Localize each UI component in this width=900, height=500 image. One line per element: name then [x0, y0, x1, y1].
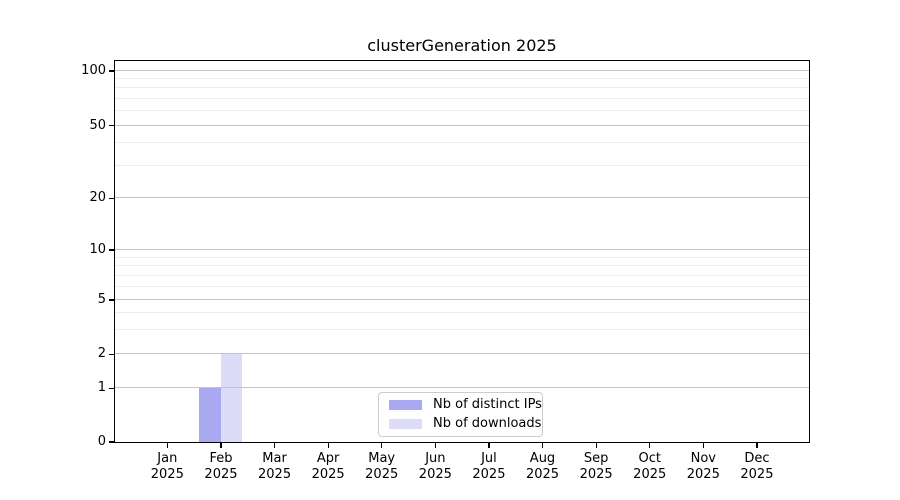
plot-area: 0 1 2 5 10 20 50 100 Jan 2025 Feb 2025 Mar 2025 Apr 20…	[81, 60, 810, 482]
legend-swatch	[389, 419, 422, 429]
x-tick-mark	[595, 443, 597, 448]
x-tick-year: 2025	[258, 467, 292, 482]
grid-layer	[115, 61, 809, 442]
x-tick-month: Jun	[425, 451, 446, 466]
major-gridline	[115, 298, 809, 300]
y-tick-mark	[109, 125, 114, 127]
minor-gridline	[115, 98, 809, 100]
x-tick-year: 2025	[418, 467, 452, 482]
x-tick-month: Dec	[744, 451, 770, 466]
legend-item: Nb of distinct IPs	[389, 397, 542, 413]
y-tick-mark	[109, 197, 114, 199]
y-tick-label: 1	[97, 380, 106, 396]
x-tick-year: 2025	[472, 467, 506, 482]
y-tick-label: 2	[97, 346, 106, 362]
x-tick-mark	[273, 443, 276, 448]
x-tick-mark	[381, 443, 383, 448]
legend-item: Nb of downloads	[389, 416, 542, 432]
x-tick-label: Feb 2025	[204, 451, 237, 483]
x-tick-year: 2025	[686, 467, 720, 482]
x-tick-month: Nov	[690, 451, 716, 466]
legend-label: Nb of downloads	[433, 416, 542, 431]
x-tick-label: Dec 2025	[740, 451, 773, 483]
x-tick-mark	[434, 443, 436, 448]
minor-gridline	[115, 78, 809, 80]
x-tick-label: May 2025	[365, 451, 398, 483]
major-gridline	[115, 353, 809, 355]
legend: Nb of distinct IPs Nb of downloads	[378, 392, 543, 437]
y-tick-label: 50	[89, 117, 106, 133]
x-tick-year: 2025	[525, 467, 560, 482]
x-tick-mark	[488, 443, 490, 448]
minor-gridline	[115, 312, 809, 314]
bar-distinct-ips	[199, 388, 221, 442]
x-tick-year: 2025	[633, 467, 667, 482]
major-gridline	[115, 197, 809, 199]
legend-label: Nb of distinct IPs	[433, 397, 542, 412]
x-axis: Jan 2025 Feb 2025 Mar 2025 Apr 2025 May 2025 Jun 20…	[115, 61, 809, 482]
y-tick-mark	[109, 299, 114, 301]
y-axis: 0 1 2 5 10 20 50 100	[81, 61, 809, 449]
y-tick-mark	[109, 387, 114, 389]
y-tick-mark	[109, 441, 114, 443]
y-tick-label: 10	[89, 241, 106, 257]
x-tick-mark	[327, 443, 329, 448]
minor-gridline	[115, 110, 809, 112]
x-tick-month: Mar	[262, 451, 287, 466]
legend-swatch	[389, 400, 422, 410]
x-tick-month: Apr	[316, 451, 340, 466]
x-tick-label: Jun 2025	[419, 451, 452, 483]
x-tick-month: Sep	[583, 451, 609, 466]
x-tick-mark	[220, 443, 222, 448]
major-gridline	[115, 69, 809, 71]
x-tick-year: 2025	[204, 467, 238, 482]
x-tick-mark	[649, 443, 651, 448]
x-tick-month: Jan	[157, 451, 178, 466]
y-tick-mark	[109, 353, 114, 355]
x-tick-mark	[756, 443, 758, 448]
y-tick-label: 5	[97, 291, 106, 307]
x-tick-label: Aug 2025	[526, 451, 559, 483]
chart-title: clusterGeneration 2025	[367, 36, 557, 55]
y-tick-label: 100	[81, 62, 106, 78]
x-tick-mark	[166, 443, 168, 448]
x-tick-year: 2025	[150, 467, 184, 482]
minor-gridline	[115, 142, 809, 144]
x-tick-month: Feb	[209, 451, 233, 466]
x-tick-mark	[702, 443, 704, 448]
minor-gridline	[115, 329, 809, 331]
y-tick-label: 0	[97, 434, 106, 449]
x-tick-month: Jul	[481, 451, 497, 466]
x-tick-label: Jan 2025	[151, 451, 184, 483]
x-tick-year: 2025	[579, 467, 613, 482]
minor-gridline	[115, 87, 809, 89]
major-gridline	[115, 248, 809, 250]
major-gridline	[115, 124, 809, 126]
x-tick-month: Aug	[529, 451, 556, 466]
x-tick-mark	[541, 443, 544, 448]
x-tick-month: May	[368, 451, 396, 466]
x-tick-year: 2025	[365, 467, 399, 482]
minor-gridline	[115, 256, 809, 258]
x-tick-year: 2025	[740, 467, 774, 482]
minor-gridline	[115, 274, 809, 276]
x-tick-year: 2025	[311, 467, 345, 482]
y-tick-mark	[109, 249, 114, 251]
x-tick-label: Mar 2025	[258, 451, 291, 483]
x-tick-label: Nov 2025	[687, 451, 720, 483]
x-tick-label: Apr 2025	[312, 451, 345, 483]
x-tick-label: Sep 2025	[580, 451, 613, 483]
bar-downloads	[220, 354, 243, 442]
y-tick-label: 20	[89, 190, 106, 206]
x-tick-month: Oct	[638, 451, 661, 466]
x-tick-label: Jul 2025	[472, 451, 505, 483]
bars-layer	[115, 61, 809, 442]
major-gridline	[115, 387, 809, 389]
y-tick-mark	[109, 70, 114, 72]
minor-gridline	[115, 165, 809, 167]
minor-gridline	[115, 285, 809, 287]
x-tick-label: Oct 2025	[633, 451, 666, 483]
minor-gridline	[115, 264, 809, 266]
